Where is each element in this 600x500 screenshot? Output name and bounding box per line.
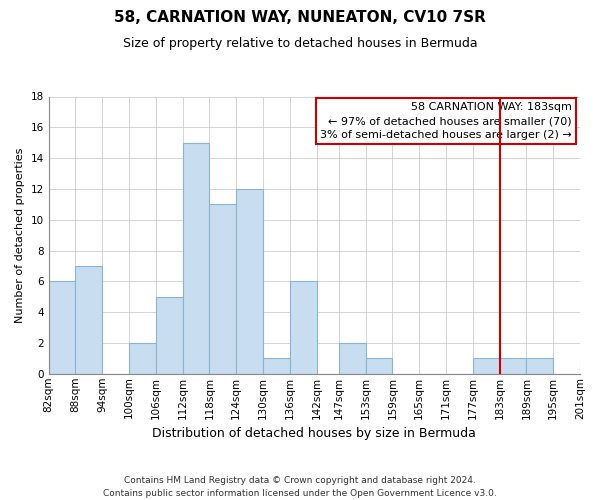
Text: 58, CARNATION WAY, NUNEATON, CV10 7SR: 58, CARNATION WAY, NUNEATON, CV10 7SR (114, 10, 486, 25)
Bar (526, 358, 553, 374)
Bar (49, 282, 76, 374)
Bar (156, 296, 182, 374)
Bar (209, 204, 236, 374)
Bar (290, 282, 317, 374)
Text: Contains HM Land Registry data © Crown copyright and database right 2024.
Contai: Contains HM Land Registry data © Crown c… (103, 476, 497, 498)
Bar (182, 142, 209, 374)
Bar (339, 343, 365, 374)
Bar (236, 189, 263, 374)
Bar (500, 358, 526, 374)
Bar (365, 358, 392, 374)
Bar (263, 358, 290, 374)
Text: 58 CARNATION WAY: 183sqm
← 97% of detached houses are smaller (70)
3% of semi-de: 58 CARNATION WAY: 183sqm ← 97% of detach… (320, 102, 572, 140)
Text: Size of property relative to detached houses in Bermuda: Size of property relative to detached ho… (122, 38, 478, 51)
Y-axis label: Number of detached properties: Number of detached properties (15, 148, 25, 323)
Bar (473, 358, 500, 374)
X-axis label: Distribution of detached houses by size in Bermuda: Distribution of detached houses by size … (152, 427, 476, 440)
Bar (129, 343, 156, 374)
Bar (76, 266, 102, 374)
Bar (580, 358, 600, 374)
